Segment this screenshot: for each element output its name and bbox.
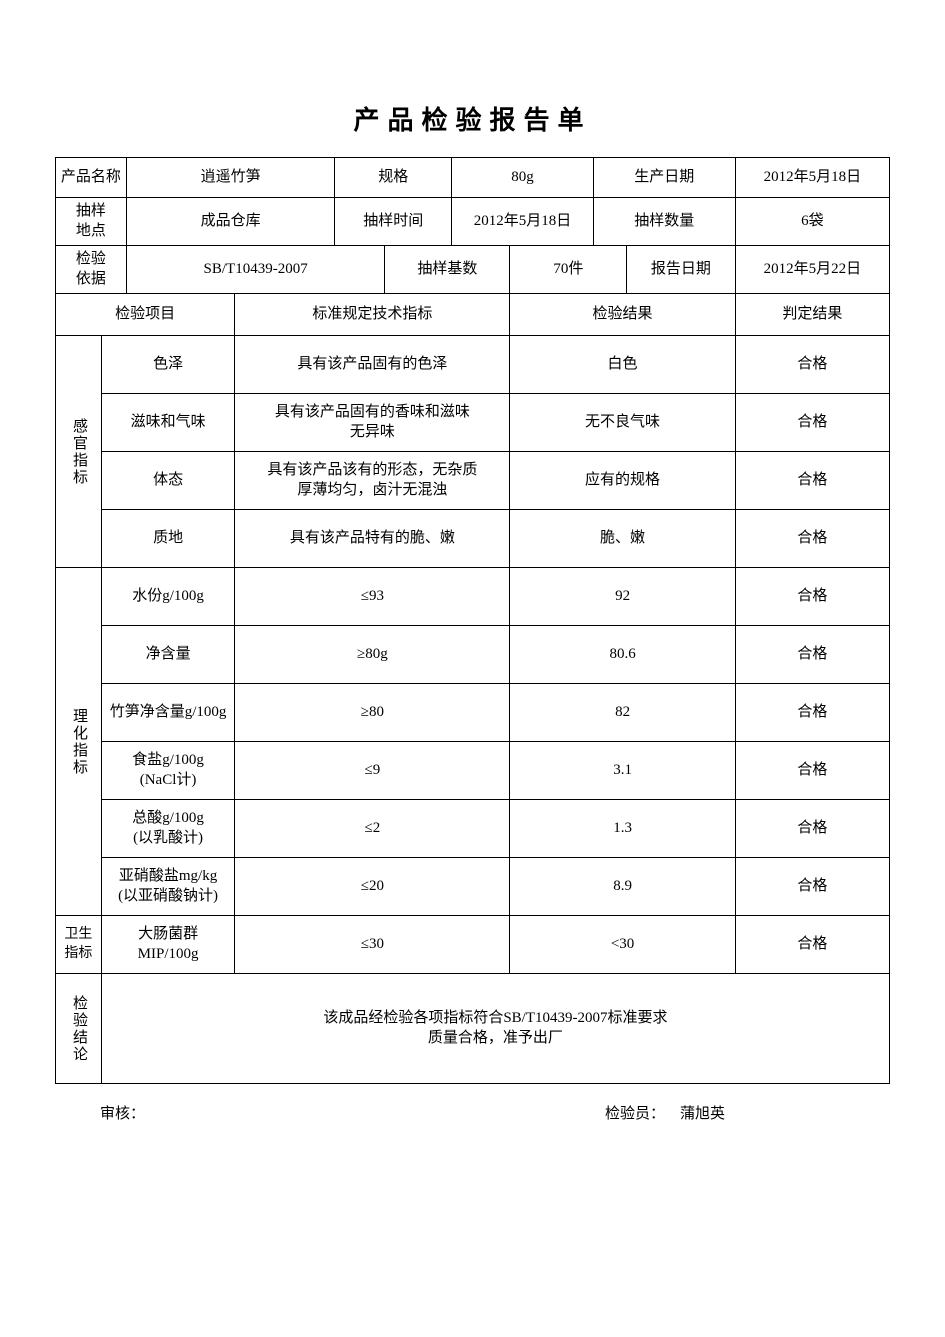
sensory-0-judge: 合格	[735, 336, 889, 394]
phys-3-name: 食盐g/100g(NaCl计)	[101, 742, 234, 800]
phys-5-standard: ≤20	[235, 858, 510, 916]
sensory-2-name: 体态	[101, 452, 234, 510]
col-item: 检验项目	[56, 294, 235, 336]
label-sampling-qty: 抽样数量	[593, 198, 735, 246]
hyg-0-name: 大肠菌群MIP/100g	[101, 916, 234, 974]
phys-2-judge: 合格	[735, 684, 889, 742]
inspector-label: 检验员：	[605, 1106, 665, 1122]
label-basis: 检验依据	[56, 246, 127, 294]
value-sampling-location: 成品仓库	[126, 198, 334, 246]
label-conclusion: 检验结论	[56, 974, 102, 1084]
label-sampling-location: 抽样地点	[56, 198, 127, 246]
report-title: 产品检验报告单	[55, 100, 890, 137]
report-table: 产品名称 逍遥竹笋 规格 80g 生产日期 2012年5月18日 抽样地点 成品…	[55, 157, 890, 1084]
value-sampling-qty: 6袋	[735, 198, 889, 246]
value-sampling-time: 2012年5月18日	[452, 198, 594, 246]
phys-4-result: 1.3	[510, 800, 735, 858]
col-standard: 标准规定技术指标	[235, 294, 510, 336]
label-report-date: 报告日期	[627, 246, 735, 294]
phys-1-standard: ≥80g	[235, 626, 510, 684]
label-product-name: 产品名称	[56, 158, 127, 198]
phys-1-name: 净含量	[101, 626, 234, 684]
sensory-3-name: 质地	[101, 510, 234, 568]
group-sensory: 感官指标	[56, 336, 102, 568]
label-spec: 规格	[335, 158, 452, 198]
label-prod-date: 生产日期	[593, 158, 735, 198]
phys-3-standard: ≤9	[235, 742, 510, 800]
value-product-name: 逍遥竹笋	[126, 158, 334, 198]
group-physicochemical: 理化指标	[56, 568, 102, 916]
sensory-3-standard: 具有该产品特有的脆、嫩	[235, 510, 510, 568]
value-prod-date: 2012年5月18日	[735, 158, 889, 198]
value-sampling-base: 70件	[510, 246, 627, 294]
phys-5-judge: 合格	[735, 858, 889, 916]
value-report-date: 2012年5月22日	[735, 246, 889, 294]
col-judge: 判定结果	[735, 294, 889, 336]
value-basis: SB/T10439-2007	[126, 246, 385, 294]
phys-1-judge: 合格	[735, 626, 889, 684]
sensory-1-result: 无不良气味	[510, 394, 735, 452]
phys-2-result: 82	[510, 684, 735, 742]
sensory-3-result: 脆、嫩	[510, 510, 735, 568]
footer: 审核： 检验员： 蒲旭英	[55, 1102, 890, 1123]
phys-3-result: 3.1	[510, 742, 735, 800]
label-sampling-base: 抽样基数	[385, 246, 510, 294]
phys-4-judge: 合格	[735, 800, 889, 858]
value-spec: 80g	[452, 158, 594, 198]
phys-0-result: 92	[510, 568, 735, 626]
group-hygiene: 卫生指标	[56, 916, 102, 974]
label-sampling-time: 抽样时间	[335, 198, 452, 246]
sensory-2-judge: 合格	[735, 452, 889, 510]
phys-0-judge: 合格	[735, 568, 889, 626]
phys-4-standard: ≤2	[235, 800, 510, 858]
sensory-0-result: 白色	[510, 336, 735, 394]
sensory-2-standard: 具有该产品该有的形态，无杂质厚薄均匀，卤汁无混浊	[235, 452, 510, 510]
sensory-2-result: 应有的规格	[510, 452, 735, 510]
value-conclusion: 该成品经检验各项指标符合SB/T10439-2007标准要求质量合格，准予出厂	[101, 974, 889, 1084]
phys-1-result: 80.6	[510, 626, 735, 684]
phys-3-judge: 合格	[735, 742, 889, 800]
col-result: 检验结果	[510, 294, 735, 336]
inspector-value: 蒲旭英	[680, 1106, 725, 1122]
phys-0-standard: ≤93	[235, 568, 510, 626]
phys-5-name: 亚硝酸盐mg/kg(以亚硝酸钠计)	[101, 858, 234, 916]
hyg-0-judge: 合格	[735, 916, 889, 974]
sensory-1-judge: 合格	[735, 394, 889, 452]
sensory-0-standard: 具有该产品固有的色泽	[235, 336, 510, 394]
hyg-0-standard: ≤30	[235, 916, 510, 974]
sensory-1-standard: 具有该产品固有的香味和滋味无异味	[235, 394, 510, 452]
hyg-0-result: <30	[510, 916, 735, 974]
phys-2-standard: ≥80	[235, 684, 510, 742]
sensory-0-name: 色泽	[101, 336, 234, 394]
phys-5-result: 8.9	[510, 858, 735, 916]
sensory-1-name: 滋味和气味	[101, 394, 234, 452]
phys-2-name: 竹笋净含量g/100g	[101, 684, 234, 742]
phys-0-name: 水份g/100g	[101, 568, 234, 626]
sensory-3-judge: 合格	[735, 510, 889, 568]
phys-4-name: 总酸g/100g(以乳酸计)	[101, 800, 234, 858]
reviewer-label: 审核：	[100, 1106, 145, 1122]
